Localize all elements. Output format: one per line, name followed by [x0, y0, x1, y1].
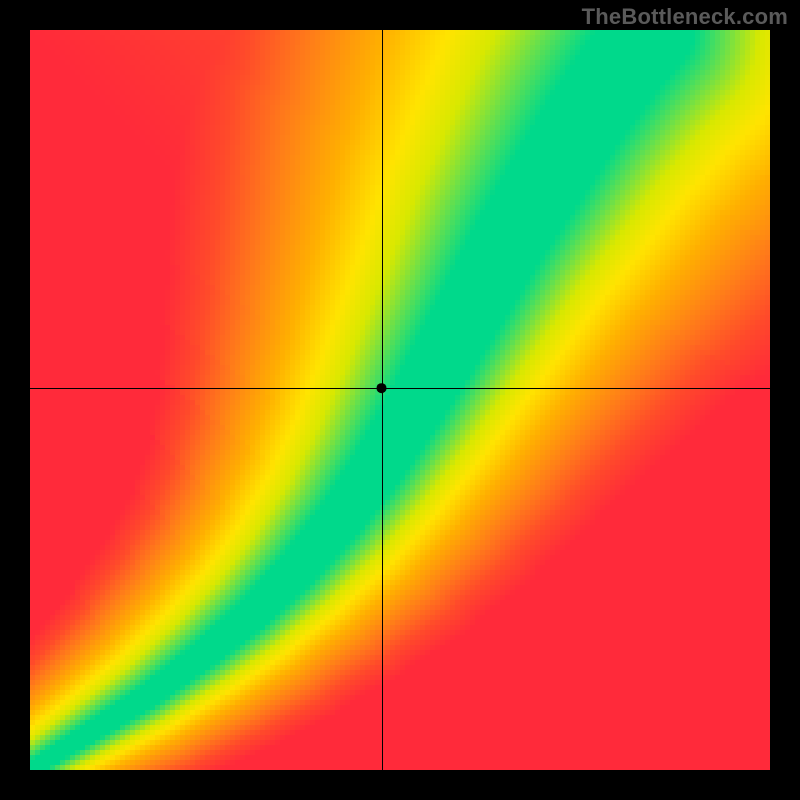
- crosshair-overlay: [30, 30, 770, 770]
- watermark-text: TheBottleneck.com: [582, 4, 788, 30]
- plot-frame: [30, 30, 770, 770]
- chart-container: TheBottleneck.com: [0, 0, 800, 800]
